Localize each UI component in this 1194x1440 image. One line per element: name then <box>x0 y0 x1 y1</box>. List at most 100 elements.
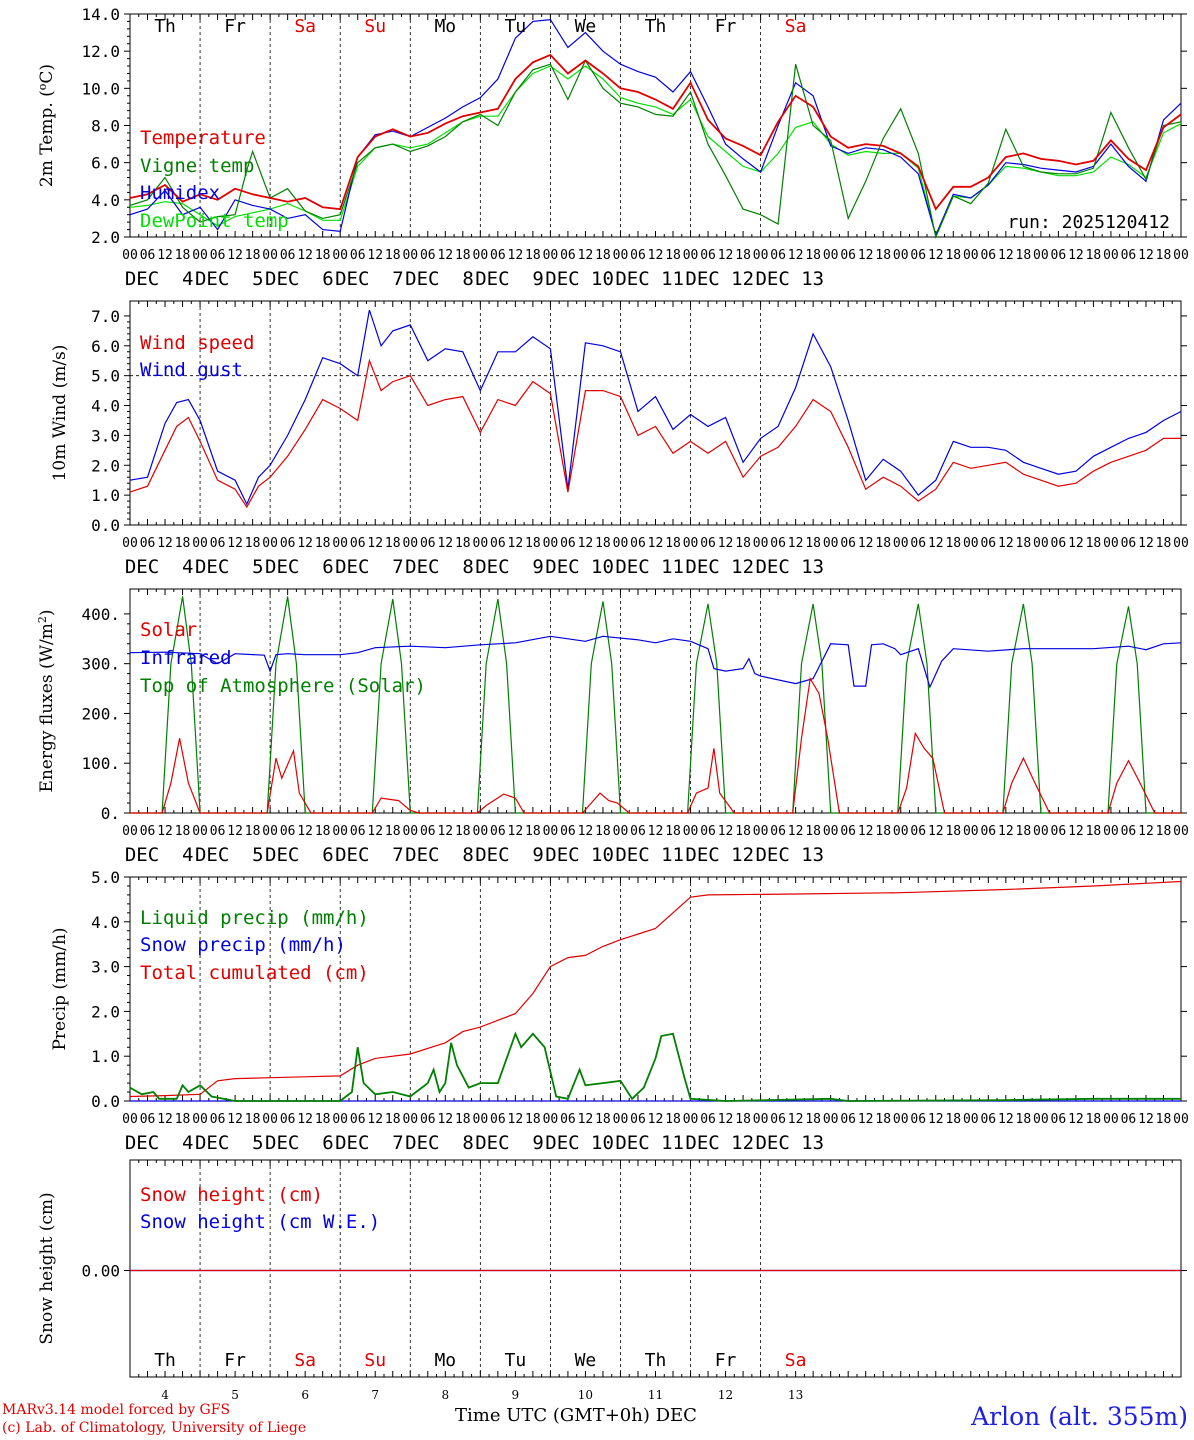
hour-label: 00 <box>753 536 769 551</box>
y-tick-label: 4.0 <box>91 191 120 210</box>
series-line-1 <box>129 53 1182 211</box>
y-tick-label: 0. <box>101 804 120 823</box>
hour-label: 06 <box>350 824 366 839</box>
date-label: DEC 4 <box>125 844 194 866</box>
hour-label: 00 <box>122 536 138 551</box>
hour-label: 18 <box>945 824 961 839</box>
hour-label: 12 <box>367 536 383 551</box>
legend-entry: Infrared <box>140 647 232 669</box>
hour-label: 00 <box>613 824 629 839</box>
hour-label: 18 <box>875 824 891 839</box>
date-label: DEC 8 <box>405 844 474 866</box>
hour-label: 18 <box>1086 1112 1102 1127</box>
hour-label: 12 <box>227 824 243 839</box>
hour-label: 12 <box>788 248 804 263</box>
hour-label: 18 <box>175 248 191 263</box>
hour-label: 18 <box>175 536 191 551</box>
hour-label: 06 <box>560 1112 576 1127</box>
y-axis-label: Precip (mm/h) <box>50 927 70 1050</box>
day-number-label: 9 <box>512 1388 520 1402</box>
hour-label: 18 <box>315 248 331 263</box>
hour-label: 18 <box>1016 824 1032 839</box>
day-name-label: Mo <box>434 1350 456 1371</box>
hour-label: 12 <box>1068 248 1084 263</box>
hour-label: 18 <box>455 536 471 551</box>
hour-label: 12 <box>578 248 594 263</box>
hour-label: 00 <box>963 824 979 839</box>
hour-label: 00 <box>262 536 278 551</box>
date-label: DEC 6 <box>265 556 334 578</box>
hour-label: 00 <box>1103 824 1119 839</box>
hour-label: 18 <box>455 824 471 839</box>
hour-label: 18 <box>385 824 401 839</box>
day-name-label: Th <box>645 16 667 37</box>
hour-label: 00 <box>893 1112 909 1127</box>
series-line-2 <box>129 635 1182 689</box>
hour-label: 12 <box>928 248 944 263</box>
hour-label: 18 <box>1156 248 1172 263</box>
run-label: run: 2025120412 <box>1007 212 1170 233</box>
date-label: DEC 13 <box>755 844 824 866</box>
date-label: DEC 8 <box>405 268 474 290</box>
hour-label: 12 <box>508 248 524 263</box>
hour-label: 18 <box>595 1112 611 1127</box>
series-line-1 <box>129 358 1181 509</box>
hour-label: 12 <box>1138 536 1154 551</box>
y-axis-label: Snow height (cm) <box>37 1192 57 1344</box>
hour-label: 00 <box>1103 536 1119 551</box>
hour-label: 18 <box>455 248 471 263</box>
hour-label: 12 <box>578 824 594 839</box>
model-credit: MARv3.14 model forced by GFS <box>2 1402 231 1418</box>
hour-label: 18 <box>735 1112 751 1127</box>
hour-label: 18 <box>595 824 611 839</box>
y-tick-label: 3.0 <box>91 426 120 445</box>
hour-label: 18 <box>805 536 821 551</box>
hour-label: 18 <box>385 1112 401 1127</box>
day-number-label: 10 <box>578 1388 593 1402</box>
hour-label: 18 <box>665 248 681 263</box>
hour-label: 12 <box>437 248 453 263</box>
hour-label: 18 <box>875 536 891 551</box>
hour-label: 00 <box>402 824 418 839</box>
day-number-label: 8 <box>441 1388 449 1402</box>
hour-label: 18 <box>525 248 541 263</box>
date-label: DEC 11 <box>615 268 684 290</box>
hour-label: 06 <box>1051 824 1067 839</box>
y-tick-label: 300. <box>81 655 120 674</box>
hour-label: 00 <box>893 824 909 839</box>
hour-label: 12 <box>437 536 453 551</box>
hour-label: 06 <box>840 1112 856 1127</box>
hour-label: 00 <box>122 824 138 839</box>
y-tick-label: 7.0 <box>91 307 120 326</box>
date-label: DEC 7 <box>335 268 404 290</box>
hour-label: 00 <box>1103 248 1119 263</box>
panel-3: 0. 100. 200. 300. 400. Energy fluxes (W/m2) So… <box>36 588 1189 866</box>
hour-label: 00 <box>402 536 418 551</box>
hour-label: 12 <box>297 248 313 263</box>
hour-label: 06 <box>490 824 506 839</box>
hour-label: 00 <box>402 1112 418 1127</box>
hour-label: 00 <box>332 248 348 263</box>
hour-label: 18 <box>1016 248 1032 263</box>
date-label: DEC 9 <box>475 268 544 290</box>
date-label: DEC 5 <box>195 556 264 578</box>
hour-label: 06 <box>630 536 646 551</box>
hour-label: 18 <box>735 248 751 263</box>
hour-label: 18 <box>1156 824 1172 839</box>
date-label: DEC 9 <box>475 1132 544 1154</box>
hour-label: 00 <box>1173 824 1189 839</box>
hour-label: 06 <box>1121 824 1137 839</box>
hour-label: 12 <box>998 1112 1014 1127</box>
y-tick-label: 1.0 <box>91 486 120 505</box>
hour-label: 12 <box>858 536 874 551</box>
y-tick-label: 2.0 <box>91 456 120 475</box>
hour-label: 12 <box>297 1112 313 1127</box>
hour-label: 12 <box>367 1112 383 1127</box>
hour-label: 18 <box>1086 536 1102 551</box>
hour-label: 18 <box>245 1112 261 1127</box>
hour-label: 18 <box>875 248 891 263</box>
hour-label: 18 <box>315 824 331 839</box>
hour-label: 12 <box>858 248 874 263</box>
hour-label: 00 <box>753 248 769 263</box>
